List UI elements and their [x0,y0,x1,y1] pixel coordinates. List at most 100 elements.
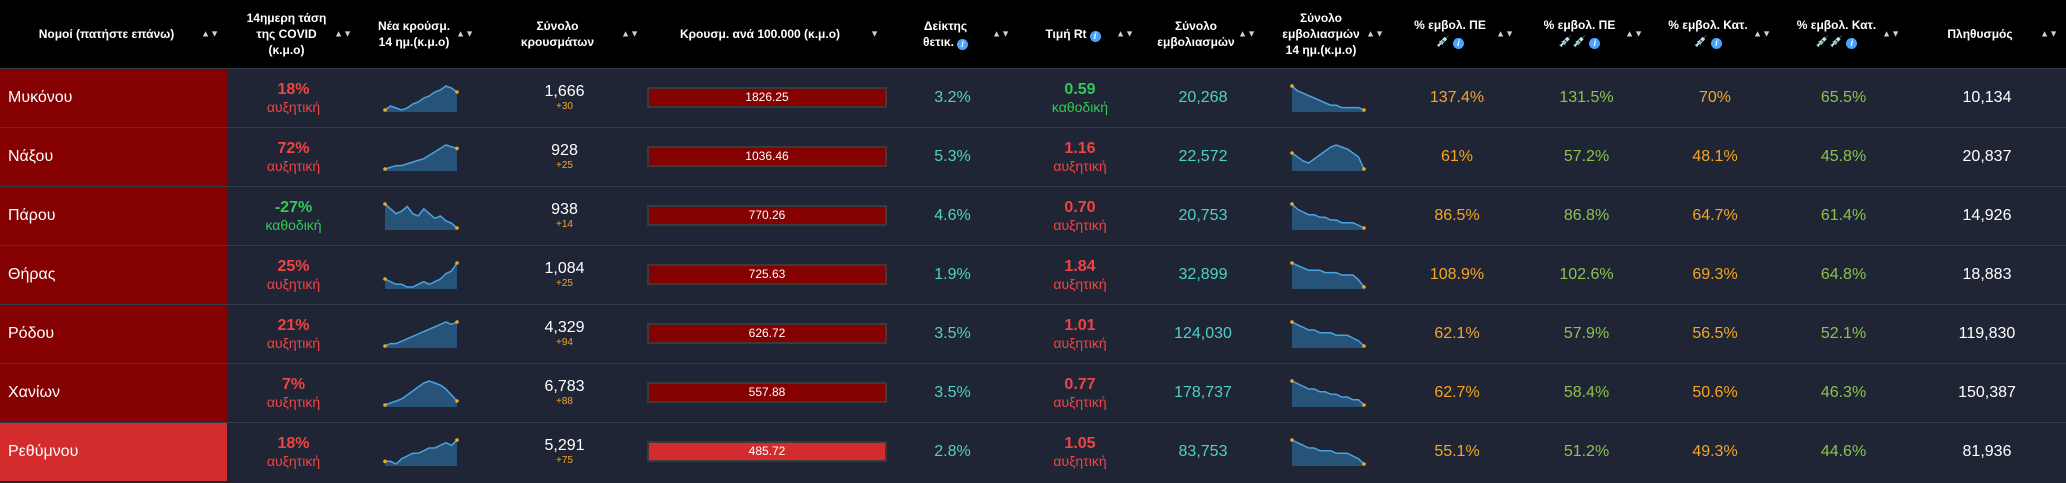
header-new-cases[interactable]: Νέα κρούσμ. 14 ημ.(κ.μ.ο) ▲▼ [360,0,482,68]
region-name[interactable]: Χανίων [0,362,227,422]
header-name-label: Νομοί (πατήστε επάνω) [38,26,175,41]
total-vacc-value: 20,268 [1178,88,1228,106]
header-pe1-label: % εμβολ. ΠΕ [1414,18,1486,33]
per100k-bar: 1826.25 [647,87,887,108]
header-trend-line3: (κ.μ.ο) [268,42,305,57]
sparkline-start-point [383,276,387,281]
total-cases-cell: 938 +14 [482,185,647,245]
population-value: 14,926 [1962,206,2012,224]
region-name[interactable]: Θήρας [0,244,227,304]
header-per100k-label: Κρουσμ. ανά 100.000 (κ.μ.ο) [679,26,841,41]
table-row: Θήρας 25% αυξητική 1,084 +25 725.63 1.9%… [0,244,2066,304]
header-rt[interactable]: Τιμή Rt i ▲▼ [1018,0,1142,68]
header-name[interactable]: Νομοί (πατήστε επάνω) ▲▼ [0,0,227,68]
sparkline-end-point [1362,343,1366,348]
header-rt-label: Τιμή Rt [1045,26,1087,41]
sort-icon: ▲▼ [1753,28,1771,39]
total-cases: 6,783 [544,377,585,395]
sparkline-chart [1290,83,1366,112]
sort-icon: ▲▼ [1116,28,1134,39]
kat2: 45.8% [1779,126,1908,186]
header-trend-line1: 14ημερη τάση [246,10,327,25]
header-kat2[interactable]: % εμβολ. Κατ. 💉💉 i ▲▼ [1779,0,1908,68]
new-cases: +30 [556,100,573,112]
info-icon[interactable]: i [1089,30,1101,42]
per100k-value: 485.72 [748,444,786,459]
region-name[interactable]: Πάρου [0,185,227,245]
per100k-cell: 770.26 [647,185,887,245]
header-pe1[interactable]: % εμβολ. ΠΕ 💉 i ▲▼ [1392,0,1522,68]
total-vacc-value: 124,030 [1174,324,1232,342]
sparkline-area [1292,262,1364,289]
header-total-vacc[interactable]: Σύνολο εμβολιασμών ▲▼ [1142,0,1264,68]
header-positivity[interactable]: Δείκτης θετικ. i ▲▼ [887,0,1018,68]
info-icon[interactable]: i [1846,38,1858,50]
header-positivity-line2: θετικ. [923,34,954,49]
sparkline-line [384,320,458,347]
table-body: Μυκόνου 18% αυξητική 1,666 +30 1826.25 3… [0,67,2066,481]
info-icon[interactable]: i [1710,38,1722,50]
header-new-cases-line1: Νέα κρούσμ. [377,18,451,33]
trend-label: αυξητική [266,98,321,115]
header-new-cases-line2: 14 ημ.(κ.μ.ο) [378,34,450,49]
info-icon[interactable]: i [1452,38,1464,50]
header-per100k[interactable]: Κρουσμ. ανά 100.000 (κ.μ.ο) ▼ [647,0,887,68]
header-pe2[interactable]: % εμβολ. ΠΕ 💉💉 i ▲▼ [1522,0,1651,68]
total-cases: 1,666 [544,82,585,100]
kat2-value: 64.8% [1820,265,1867,283]
total-vacc: 32,899 [1142,244,1264,304]
header-vacc14[interactable]: Σύνολο εμβολιασμών 14 ημ.(κ.μ.ο) ▲▼ [1264,0,1392,68]
total-vacc: 20,753 [1142,185,1264,245]
region-name[interactable]: Νάξου [0,126,227,186]
sparkline-area [1292,321,1364,348]
sparkline-chart [383,319,459,348]
pe2: 131.5% [1522,67,1651,127]
header-population[interactable]: Πληθυσμός ▲▼ [1908,0,2066,68]
rt-cell: 1.16 αυξητική [1018,126,1142,186]
rt-cell: 1.84 αυξητική [1018,244,1142,304]
per100k-bar: 770.26 [647,205,887,226]
rt-value: 1.01 [1064,316,1096,334]
header-trend[interactable]: 14ημερη τάση της COVID (κ.μ.ο) ▲▼ [227,0,360,68]
sparkline-chart [383,437,459,466]
trend-cell: 7% αυξητική [227,362,360,422]
new-cases: +25 [556,277,573,289]
info-icon[interactable]: i [956,38,968,50]
vacc-sparkline [1264,362,1392,422]
sparkline-line [384,202,458,229]
sparkline-start-point [1290,83,1294,88]
header-kat1[interactable]: % εμβολ. Κατ. 💉 i ▲▼ [1651,0,1779,68]
kat2: 44.6% [1779,421,1908,481]
rt-label: αυξητική [1053,275,1107,292]
header-total-cases[interactable]: Σύνολο κρουσμάτων ▲▼ [482,0,647,68]
sparkline-area [1292,439,1364,466]
kat1: 48.1% [1651,126,1779,186]
total-cases-cell: 928 +25 [482,126,647,186]
region-name[interactable]: Ρεθύμνου [0,421,227,481]
sparkline-end-point [1362,402,1366,407]
kat2: 61.4% [1779,185,1908,245]
positivity: 1.9% [887,244,1018,304]
header-vacc14-line3: 14 ημ.(κ.μ.ο) [1285,42,1357,57]
region-name[interactable]: Ρόδου [0,303,227,363]
sparkline-line [1291,379,1365,406]
sparkline-chart [1290,437,1366,466]
table-row: Μυκόνου 18% αυξητική 1,666 +30 1826.25 3… [0,67,2066,127]
rt-cell: 0.59 καθοδική [1018,67,1142,127]
population: 14,926 [1908,185,2066,245]
rt-cell: 0.70 αυξητική [1018,185,1142,245]
total-cases-cell: 6,783 +88 [482,362,647,422]
trend-label: καθοδική [265,216,322,233]
region-name-label: Μυκόνου [8,88,73,106]
total-cases: 928 [551,141,578,159]
positivity: 5.3% [887,126,1018,186]
region-name[interactable]: Μυκόνου [0,67,227,127]
population: 20,837 [1908,126,2066,186]
pe1-value: 62.7% [1434,383,1480,401]
rt-value: 0.70 [1064,198,1096,216]
cases-sparkline [360,421,482,481]
new-cases: +88 [556,395,573,407]
per100k-value: 725.63 [748,267,786,281]
info-icon[interactable]: i [1589,38,1601,50]
total-cases-cell: 1,666 +30 [482,67,647,127]
